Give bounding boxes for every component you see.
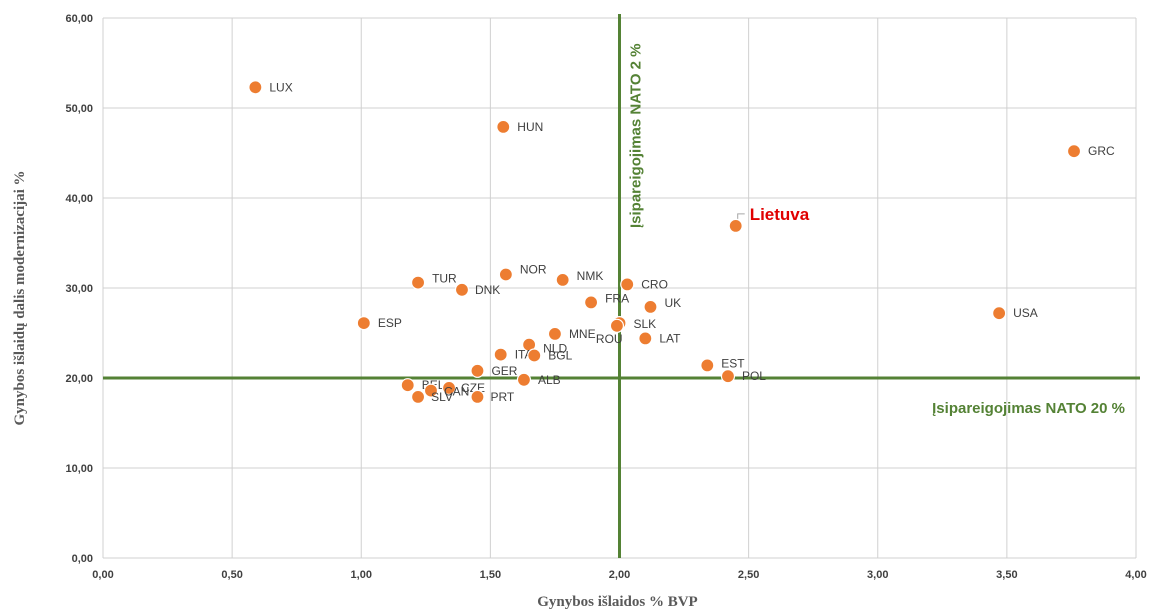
x-tick-label: 1,50 [480, 569, 501, 581]
data-point [248, 80, 263, 95]
point-label: BGL [548, 349, 572, 363]
data-point [493, 347, 508, 362]
point-label: SLK [634, 317, 657, 331]
x-tick-label: 4,00 [1125, 569, 1146, 581]
data-point [470, 363, 485, 378]
point-label: UK [664, 296, 681, 310]
point-label: GRC [1088, 144, 1115, 158]
y-tick-label: 40,00 [65, 193, 93, 205]
data-point [720, 369, 736, 384]
point-label: MNE [569, 327, 596, 341]
point-label: ROU [596, 332, 623, 346]
data-point [1066, 144, 1082, 159]
y-tick-label: 50,00 [65, 103, 93, 115]
data-point [441, 380, 457, 395]
y-tick-label: 60,00 [65, 13, 93, 25]
point-label: LUX [269, 80, 292, 94]
data-point [700, 358, 715, 373]
data-point [410, 275, 426, 290]
point-label: DNK [475, 283, 500, 297]
tick-labels: 0,00 0,50 1,00 1,50 2,00 2,50 3,00 3,50 4,00 0,00… [65, 13, 1146, 581]
data-point [498, 267, 513, 282]
data-point [527, 348, 542, 363]
point-label: TUR [432, 272, 457, 286]
x-tick-label: 3,00 [867, 569, 888, 581]
data-point [609, 318, 625, 333]
point-label: NLD [543, 342, 567, 356]
data-point [454, 282, 470, 297]
y-tick-label: 20,00 [65, 373, 93, 385]
point-label: ALB [538, 373, 561, 387]
point-label: SLV [431, 390, 453, 404]
point-label: CAN [444, 385, 469, 399]
data-point [992, 306, 1007, 321]
x-axis-title: Gynybos išlaidos % BVP [537, 594, 697, 610]
data-point [583, 295, 599, 310]
highlight-point-label: Lietuva [750, 205, 810, 224]
data-point [555, 272, 570, 287]
data-point [496, 119, 511, 135]
x-tick-label: 3,50 [996, 569, 1017, 581]
y-tick-label: 10,00 [65, 463, 93, 475]
y-tick-label: 0,00 [72, 553, 93, 565]
leader-line [737, 213, 745, 219]
data-point [423, 383, 439, 398]
point-label: FRA [605, 291, 629, 305]
point-label: ESP [378, 316, 402, 330]
x-tick-label: 0,50 [221, 569, 242, 581]
point-label: USA [1013, 306, 1038, 320]
point-label: EST [721, 356, 745, 370]
x-tick-label: 0,00 [92, 569, 113, 581]
data-points: LUX HUN GRC Lietuva TUR DNK NOR NMK CRO FRA UK SLK R… [248, 80, 1115, 404]
x-tick-label: 2,50 [738, 569, 759, 581]
point-label: NMK [577, 269, 604, 283]
point-label: LAT [659, 331, 681, 345]
data-point [728, 218, 743, 233]
y-axis-title: Gynybos išlaidų dalis modernizacijai % [12, 170, 28, 425]
x-tick-label: 1,00 [351, 569, 372, 581]
data-point [410, 389, 426, 404]
y-tick-label: 30,00 [65, 283, 93, 295]
point-label: NOR [520, 263, 547, 277]
nato-2-percent-label: Įsipareigojimas NATO 2 % [628, 43, 645, 228]
data-point [516, 372, 532, 387]
point-label: PRT [490, 390, 514, 404]
point-label: GER [491, 364, 517, 378]
point-label: HUN [517, 120, 543, 134]
data-point [638, 331, 653, 346]
reference-lines: Įsipareigojimas NATO 2 % Įsipareigojimas … [103, 14, 1140, 558]
data-point [400, 378, 415, 393]
data-point [470, 389, 485, 404]
point-label: CRO [641, 277, 668, 291]
data-point [643, 299, 658, 314]
data-point [356, 316, 371, 331]
data-point [620, 277, 635, 292]
nato-20-percent-label: Įsipareigojimas NATO 20 % [932, 400, 1125, 417]
point-label: POL [742, 369, 766, 383]
data-point [547, 326, 563, 341]
x-tick-label: 2,00 [609, 569, 630, 581]
